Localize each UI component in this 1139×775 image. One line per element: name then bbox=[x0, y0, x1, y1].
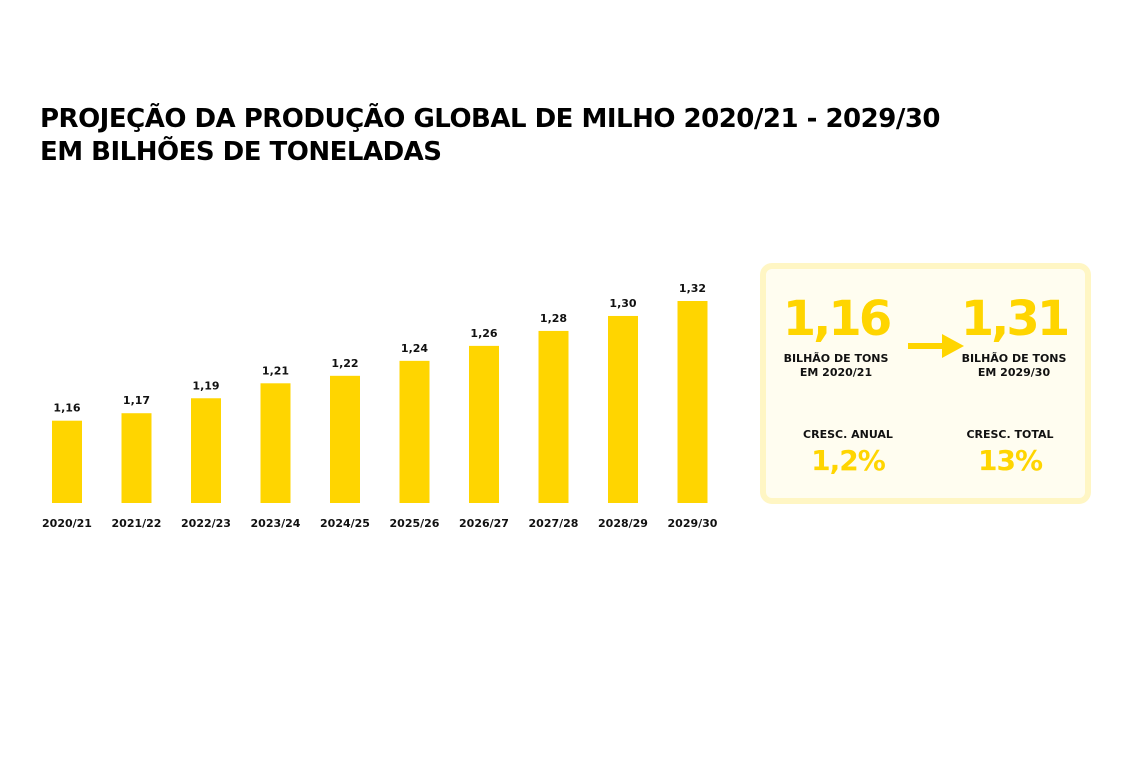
total-growth-value: 13% bbox=[977, 444, 1043, 477]
category-label: 2029/30 bbox=[668, 517, 718, 530]
category-label: 2028/29 bbox=[598, 517, 648, 530]
start-label: BILHÃO DE TONS EM 2020/21 bbox=[766, 352, 906, 380]
bar-2022/23 bbox=[191, 398, 221, 503]
bar-chart: 1,16 2020/21 1,17 2021/22 1,19 2022/23 1,21 202… bbox=[42, 282, 718, 530]
bar-2024/25 bbox=[330, 375, 360, 503]
value-label: 1,17 bbox=[123, 394, 150, 407]
title-line-2: EM BILHÕES DE TONELADAS bbox=[40, 137, 442, 167]
annual-growth-label: CRESC. ANUAL bbox=[803, 428, 893, 441]
summary-box: 1,16 BILHÃO DE TONS EM 2020/21 1,31 BILH… bbox=[760, 263, 1091, 504]
arrow-right-icon bbox=[908, 334, 964, 358]
value-label: 1,16 bbox=[53, 402, 80, 415]
bar-2021/22 bbox=[121, 413, 152, 503]
bar-2029/30 bbox=[677, 301, 708, 503]
annual-growth-value: 1,2% bbox=[811, 444, 886, 477]
category-label: 2020/21 bbox=[42, 517, 92, 530]
bar-2026/27 bbox=[469, 345, 499, 503]
end-label-line1: BILHÃO DE TONS bbox=[961, 352, 1067, 365]
total-growth-label: CRESC. TOTAL bbox=[966, 428, 1054, 441]
title-line-1: PROJEÇÃO DA PRODUÇÃO GLOBAL DE MILHO 202… bbox=[40, 104, 941, 134]
bar-2025/26 bbox=[399, 360, 430, 503]
category-label: 2021/22 bbox=[112, 517, 162, 530]
category-label: 2025/26 bbox=[390, 517, 440, 530]
value-label: 1,32 bbox=[679, 282, 706, 295]
category-label: 2027/28 bbox=[529, 517, 579, 530]
value-label: 1,30 bbox=[609, 297, 636, 310]
value-label: 1,19 bbox=[192, 379, 219, 392]
category-label: 2024/25 bbox=[320, 517, 370, 530]
value-label: 1,21 bbox=[262, 364, 289, 377]
start-label-line2: EM 2020/21 bbox=[799, 366, 873, 379]
end-label: BILHÃO DE TONS EM 2029/30 bbox=[944, 352, 1084, 380]
category-label: 2022/23 bbox=[181, 517, 231, 530]
category-label: 2023/24 bbox=[251, 517, 301, 530]
chart-title: PROJEÇÃO DA PRODUÇÃO GLOBAL DE MILHO 202… bbox=[40, 103, 941, 169]
bar-2023/24 bbox=[260, 383, 291, 503]
value-label: 1,22 bbox=[331, 357, 358, 370]
bar-2020/21 bbox=[52, 420, 82, 503]
start-value: 1,16 bbox=[782, 291, 892, 347]
value-label: 1,24 bbox=[401, 342, 428, 355]
end-value: 1,31 bbox=[960, 291, 1070, 347]
value-label: 1,26 bbox=[470, 327, 497, 340]
bar-2027/28 bbox=[538, 330, 569, 503]
end-label-line2: EM 2029/30 bbox=[977, 366, 1051, 379]
start-label-line1: BILHÃO DE TONS bbox=[783, 352, 889, 365]
bar-2028/29 bbox=[608, 315, 638, 503]
category-label: 2026/27 bbox=[459, 517, 509, 530]
value-label: 1,28 bbox=[540, 312, 567, 325]
